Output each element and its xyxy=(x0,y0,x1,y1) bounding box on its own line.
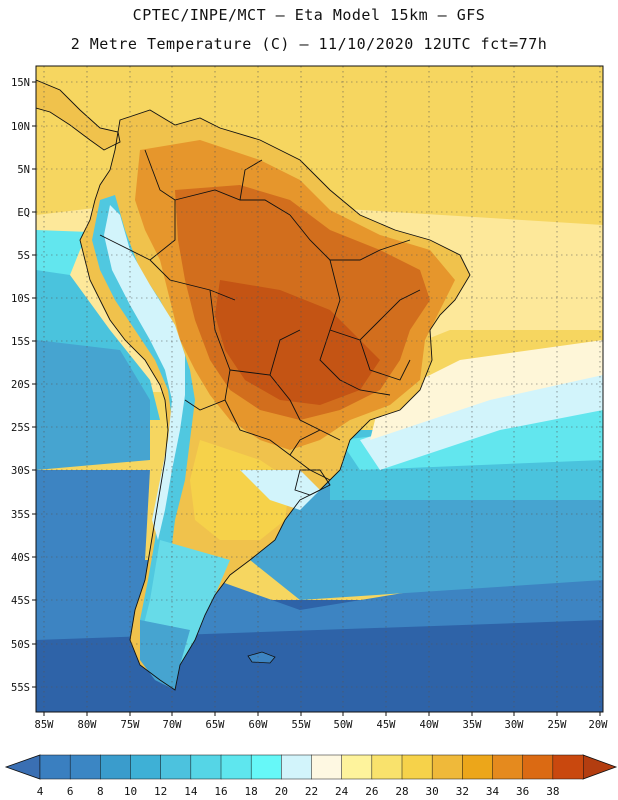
patagonia-south-region xyxy=(140,620,190,690)
argentina-warm-region xyxy=(190,440,290,540)
lat-label: 10S xyxy=(11,293,30,305)
lon-label: 50W xyxy=(334,719,354,731)
colorbar-cell xyxy=(552,754,584,780)
colorbar-label: 36 xyxy=(516,785,529,798)
pacific-mid xyxy=(36,340,150,470)
colorbar-label: 26 xyxy=(365,785,378,798)
colorbar-cell xyxy=(190,754,222,780)
lon-label: 20W xyxy=(589,719,609,731)
colorbar-cell xyxy=(250,754,282,780)
colorbar: 4 6 8 10 12 14 16 18 20 22 24 26 28 30 32 34 36 38 xyxy=(4,754,618,798)
lon-label: 30W xyxy=(505,719,525,731)
axis-ticks xyxy=(32,81,601,716)
colorbar-low-arrow xyxy=(4,754,41,780)
central-america xyxy=(36,79,121,151)
colorbar-label: 30 xyxy=(426,785,439,798)
lat-label: 20S xyxy=(11,379,30,391)
colorbar-label: 4 xyxy=(37,785,44,798)
colorbar-label: 34 xyxy=(486,785,500,798)
colorbar-label: 20 xyxy=(275,785,288,798)
colorbar-label: 18 xyxy=(245,785,258,798)
colorbar-cell xyxy=(281,754,313,780)
lon-label: 70W xyxy=(163,719,183,731)
atlantic-light xyxy=(360,370,603,470)
lon-label: 60W xyxy=(249,719,269,731)
lat-label: 30S xyxy=(11,465,30,477)
colorbar-cell xyxy=(39,754,71,780)
falkland-islands xyxy=(247,651,276,664)
latitude-labels: 15N 10N 5N EQ 5S 10S 15S 20S 25S 30S 35S… xyxy=(11,77,30,694)
lon-label: 85W xyxy=(35,719,55,731)
colorbar-label: 14 xyxy=(184,785,198,798)
map-title: CPTEC/INPE/MCT – Eta Model 15km – GFS xyxy=(132,6,486,24)
lon-label: 55W xyxy=(292,719,312,731)
colorbar-label: 16 xyxy=(214,785,227,798)
colorbar-high-arrow xyxy=(582,754,618,780)
lat-label: 45S xyxy=(11,595,30,607)
lon-label: 40W xyxy=(420,719,440,731)
colorbar-label: 24 xyxy=(335,785,349,798)
colorbar-cells xyxy=(39,754,584,780)
lat-label: 25S xyxy=(11,422,30,434)
lat-label: 40S xyxy=(11,552,30,564)
lon-label: 25W xyxy=(548,719,568,731)
colorbar-label: 8 xyxy=(97,785,104,798)
colorbar-cell xyxy=(100,754,132,780)
map-field xyxy=(36,66,603,712)
colorbar-label: 6 xyxy=(67,785,74,798)
colorbar-cell xyxy=(492,754,524,780)
country-borders xyxy=(79,109,471,691)
colorbar-cell xyxy=(371,754,403,780)
colorbar-cell xyxy=(160,754,192,780)
andes-cold-strip xyxy=(92,195,195,630)
atlantic-mid xyxy=(250,470,603,600)
colorbar-cell xyxy=(341,754,373,780)
lat-label: 5S xyxy=(17,250,30,262)
lat-label: 15S xyxy=(11,336,30,348)
colorbar-labels: 4 6 8 10 12 14 16 18 20 22 24 26 28 30 32 34 36 38 xyxy=(37,785,560,798)
map-subtitle: 2 Metre Temperature (C) – 11/10/2020 12U… xyxy=(70,35,548,53)
colorbar-cell xyxy=(69,754,101,780)
lon-label: 75W xyxy=(121,719,141,731)
lat-label: 15N xyxy=(11,77,30,89)
atlantic-cream xyxy=(370,340,603,440)
colorbar-cell xyxy=(220,754,252,780)
colorbar-cell xyxy=(462,754,494,780)
land-hottest-region xyxy=(215,280,380,405)
lat-label: EQ xyxy=(17,207,30,219)
lat-label: 5N xyxy=(17,164,30,176)
lat-label: 50S xyxy=(11,639,30,651)
lon-label: 45W xyxy=(377,719,397,731)
colorbar-cell xyxy=(130,754,162,780)
lat-label: 10N xyxy=(11,121,30,133)
map-frame xyxy=(35,65,604,713)
lon-label: 80W xyxy=(78,719,98,731)
colorbar-label: 10 xyxy=(124,785,137,798)
lat-label: 55S xyxy=(11,682,30,694)
andes-light-strip xyxy=(104,205,185,540)
colorbar-label: 28 xyxy=(395,785,408,798)
lon-label: 65W xyxy=(206,719,226,731)
colorbar-cell xyxy=(311,754,343,780)
colorbar-cell xyxy=(401,754,433,780)
colorbar-label: 12 xyxy=(154,785,167,798)
lon-label: 35W xyxy=(463,719,483,731)
colorbar-label: 32 xyxy=(456,785,469,798)
colorbar-cell xyxy=(431,754,463,780)
longitude-labels: 85W 80W 75W 70W 65W 60W 55W 50W 45W 40W … xyxy=(35,719,609,731)
lat-label: 35S xyxy=(11,509,30,521)
colorbar-cell xyxy=(522,754,554,780)
colorbar-label: 38 xyxy=(546,785,559,798)
colorbar-label: 22 xyxy=(305,785,318,798)
